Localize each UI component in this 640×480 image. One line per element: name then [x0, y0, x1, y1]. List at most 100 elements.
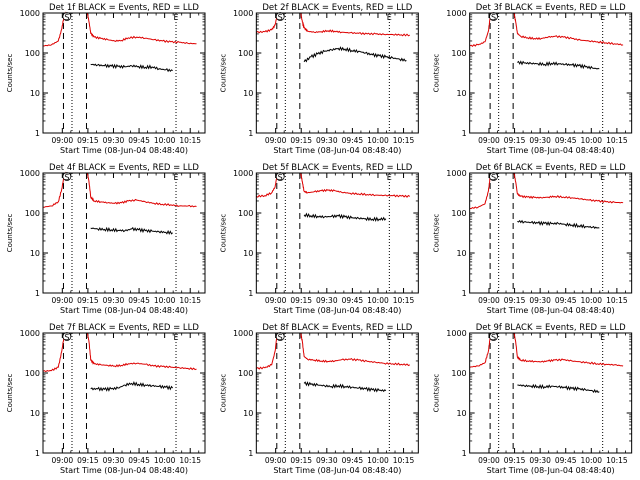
x-axis-label: Start Time (08-Jun-04 08:48:40) — [60, 146, 188, 155]
x-tick-label: 09:45 — [342, 136, 364, 145]
lld-series-line — [300, 172, 411, 198]
chart-panel-5: Det 5f BLACK = Events, RED = LLD Counts/s… — [219, 163, 419, 315]
plot-frame — [469, 332, 633, 454]
y-tick-label: 1000 — [20, 329, 40, 338]
y-axis-label: Counts/sec — [433, 54, 441, 93]
x-tick-label: 09:15 — [290, 136, 312, 145]
chart-panel-7: Det 7f BLACK = Events, RED = LLD Counts/s… — [6, 323, 206, 475]
y-tick-label: 100 — [25, 369, 40, 378]
chart-title: Det 6f BLACK = Events, RED = LLD — [476, 163, 626, 173]
y-tick-label: 10 — [243, 249, 253, 258]
y-tick-label: 1 — [248, 129, 253, 138]
x-tick-label: 10:00 — [580, 136, 602, 145]
plot-frame — [42, 172, 206, 294]
x-tick-label: 09:30 — [103, 136, 125, 145]
x-tick-label: 10:00 — [367, 296, 389, 305]
x-tick-label: 09:15 — [504, 136, 526, 145]
lld-series-line — [513, 172, 624, 204]
events-series-line — [303, 46, 407, 63]
plot-frame — [469, 172, 633, 294]
chart-panel-2: Det 2f BLACK = Events, RED = LLD Counts/s… — [219, 3, 419, 155]
y-tick-label: 100 — [451, 369, 466, 378]
x-tick-label: 09:00 — [52, 136, 74, 145]
y-tick-label: 100 — [25, 209, 40, 218]
y-tick-label: 100 — [238, 369, 253, 378]
chart-title: Det 1f BLACK = Events, RED = LLD — [49, 3, 199, 13]
x-tick-label: 09:45 — [128, 456, 150, 465]
y-tick-label: 1 — [248, 289, 253, 298]
y-tick-label: 10 — [30, 89, 40, 98]
x-tick-label: 09:30 — [316, 296, 338, 305]
y-tick-label: 10 — [456, 249, 466, 258]
x-tick-label: 09:15 — [290, 456, 312, 465]
x-tick-label: 09:45 — [128, 296, 150, 305]
y-tick-label: 1000 — [233, 169, 253, 178]
y-tick-label: 1 — [462, 129, 467, 138]
lld-series-line — [42, 332, 67, 373]
y-axis-label: Counts/sec — [433, 214, 441, 253]
plot-frame — [469, 12, 633, 134]
x-tick-label: 09:45 — [128, 136, 150, 145]
x-tick-label: 10:00 — [154, 296, 176, 305]
x-tick-label: 09:45 — [342, 456, 364, 465]
x-tick-label: 10:15 — [179, 456, 201, 465]
end-marker: E — [600, 333, 605, 342]
chart-panel-1: Det 1f BLACK = Events, RED = LLD Counts/s… — [6, 3, 206, 155]
x-axis-label: Start Time (08-Jun-04 08:48:40) — [60, 306, 188, 315]
y-tick-label: 1 — [462, 449, 467, 458]
x-tick-label: 09:15 — [290, 296, 312, 305]
y-tick-label: 1000 — [20, 9, 40, 18]
y-tick-label: 1 — [35, 289, 40, 298]
chart-title: Det 3f BLACK = Events, RED = LLD — [476, 3, 626, 13]
x-tick-label: 09:30 — [103, 456, 125, 465]
start-marker: S — [64, 13, 69, 22]
x-tick-label: 09:00 — [478, 296, 500, 305]
x-tick-label: 09:30 — [529, 136, 551, 145]
events-series-line — [517, 383, 600, 394]
start-marker: S — [491, 333, 496, 342]
x-tick-label: 09:00 — [478, 136, 500, 145]
y-tick-label: 10 — [243, 409, 253, 418]
x-tick-label: 09:30 — [316, 136, 338, 145]
lld-series-line — [86, 12, 197, 45]
end-marker: E — [600, 13, 605, 22]
lld-series-line — [513, 332, 624, 367]
y-tick-label: 1000 — [446, 9, 466, 18]
x-axis-label: Start Time (08-Jun-04 08:48:40) — [273, 466, 401, 475]
chart-title: Det 7f BLACK = Events, RED = LLD — [49, 323, 199, 333]
x-tick-label: 09:15 — [504, 456, 526, 465]
chart-panel-6: Det 6f BLACK = Events, RED = LLD Counts/s… — [433, 163, 633, 315]
plot-frame — [42, 332, 206, 454]
x-tick-label: 10:00 — [367, 456, 389, 465]
chart-panel-4: Det 4f BLACK = Events, RED = LLD Counts/s… — [6, 163, 206, 315]
plot-frame — [255, 172, 419, 294]
lld-series-line — [300, 332, 411, 367]
x-tick-label: 09:00 — [265, 296, 287, 305]
events-series-line — [90, 226, 173, 236]
end-marker: E — [173, 13, 178, 22]
lld-series-line — [43, 171, 67, 208]
x-tick-label: 10:00 — [154, 456, 176, 465]
x-axis-label: Start Time (08-Jun-04 08:48:40) — [273, 306, 401, 315]
start-marker: S — [278, 173, 283, 182]
y-tick-label: 100 — [25, 49, 40, 58]
x-tick-label: 10:00 — [367, 136, 389, 145]
start-marker: S — [64, 333, 69, 342]
start-marker: S — [278, 13, 283, 22]
y-tick-label: 100 — [238, 209, 253, 218]
lld-series-line — [86, 172, 197, 208]
x-axis-label: Start Time (08-Jun-04 08:48:40) — [487, 306, 615, 315]
y-axis-label: Counts/sec — [6, 214, 14, 253]
x-tick-label: 09:30 — [529, 296, 551, 305]
lld-series-line — [300, 12, 411, 37]
y-axis-label: Counts/sec — [6, 374, 14, 413]
chart-panel-8: Det 8f BLACK = Events, RED = LLD Counts/s… — [219, 323, 419, 475]
y-tick-label: 1000 — [446, 329, 466, 338]
events-series-line — [303, 381, 387, 393]
y-tick-label: 1 — [35, 129, 40, 138]
x-tick-label: 10:00 — [580, 456, 602, 465]
y-tick-label: 100 — [238, 49, 253, 58]
end-marker: E — [173, 333, 178, 342]
x-tick-label: 09:45 — [555, 456, 577, 465]
